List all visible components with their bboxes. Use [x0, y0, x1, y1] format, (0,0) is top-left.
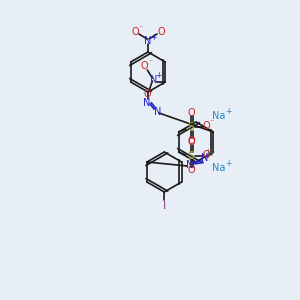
Text: N: N — [201, 153, 208, 163]
Text: H: H — [206, 149, 212, 158]
Text: O: O — [203, 150, 211, 160]
Text: O: O — [188, 136, 196, 146]
Text: S: S — [188, 122, 194, 132]
Text: O: O — [188, 108, 196, 118]
Text: N: N — [143, 98, 151, 108]
Text: N: N — [144, 36, 152, 46]
Text: +: + — [226, 160, 232, 169]
Text: +: + — [155, 71, 161, 80]
Text: S: S — [188, 151, 194, 161]
Text: +: + — [150, 34, 156, 43]
Text: O: O — [203, 121, 211, 131]
Text: I: I — [163, 201, 166, 211]
Text: Na: Na — [212, 111, 225, 121]
Text: N: N — [186, 160, 193, 170]
Text: O: O — [143, 89, 151, 99]
Text: O: O — [188, 137, 196, 147]
Text: ⁻: ⁻ — [210, 118, 214, 127]
Text: O: O — [140, 61, 148, 71]
Text: ⁻: ⁻ — [148, 58, 152, 67]
Text: O: O — [188, 165, 196, 175]
Text: Na: Na — [212, 163, 225, 173]
Text: ⁻: ⁻ — [138, 23, 142, 32]
Text: N: N — [154, 107, 162, 117]
Text: ⁻: ⁻ — [210, 146, 214, 155]
Text: O: O — [131, 27, 139, 37]
Text: +: + — [226, 107, 232, 116]
Text: O: O — [157, 27, 165, 37]
Text: N: N — [150, 75, 157, 85]
